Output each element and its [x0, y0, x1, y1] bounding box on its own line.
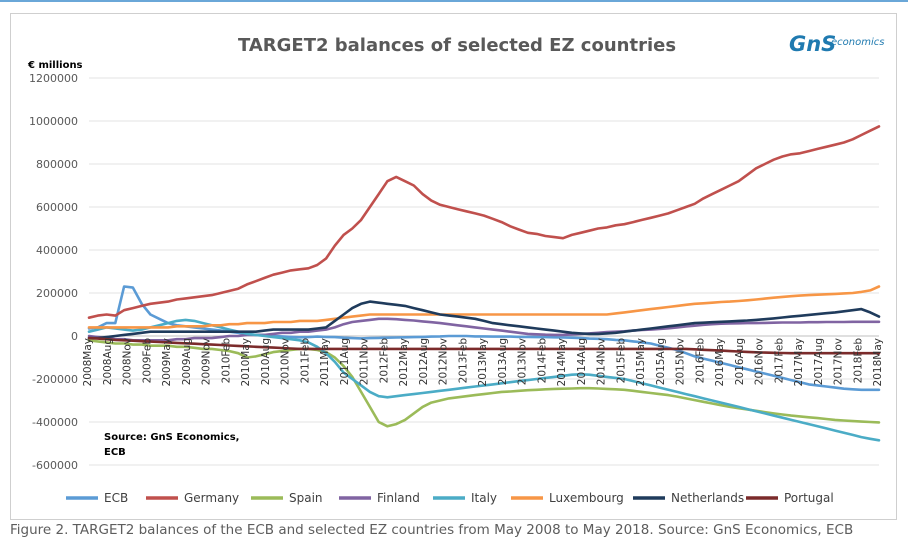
series-line-portugal [87, 336, 881, 355]
x-tick-label: 2016May [714, 338, 726, 386]
y-tick-label: -400000 [32, 416, 78, 429]
legend-label-finland: Finland [377, 491, 420, 505]
gns-logo: GnS economics [789, 32, 884, 56]
series-line-netherlands [87, 300, 881, 340]
x-tick-label: 2013May [477, 338, 489, 386]
x-tick-label: 2012Nov [438, 338, 450, 385]
source-note-line-1: Source: GnS Economics, [104, 432, 239, 443]
chart-frame: TARGET2 balances of selected EZ countrie… [10, 13, 897, 520]
y-tick-label: -600000 [32, 459, 78, 472]
x-tick-label: 2011Aug [339, 338, 351, 385]
x-tick-label: 2018May [872, 338, 884, 386]
source-note: Source: GnS Economics, ECB [104, 432, 243, 458]
x-tick-label: 2017Nov [833, 338, 845, 385]
x-tick-label: 2010Aug [260, 338, 272, 385]
legend-label-germany: Germany [184, 491, 239, 505]
series-line-germany [87, 125, 881, 320]
y-tick-label: 400000 [36, 244, 78, 257]
x-tick-label: 2008May [82, 338, 94, 386]
y-tick-label: 0 [71, 330, 78, 343]
series-line-italy [87, 318, 881, 442]
x-tick-label: 2016Feb [694, 338, 706, 384]
x-tick-label: 2009Aug [181, 338, 193, 385]
x-tick-label: 2009Feb [141, 338, 153, 384]
logo-word: economics [831, 37, 884, 48]
x-tick-label: 2011May [319, 338, 331, 386]
x-tick-label: 2013Nov [517, 338, 529, 385]
x-tick-label: 2012May [398, 338, 410, 386]
x-tick-label: 2015May [635, 338, 647, 386]
x-tick-label: 2016Aug [734, 338, 746, 385]
x-tick-label: 2009May [161, 338, 173, 386]
x-tick-label: 2011Feb [299, 338, 311, 384]
y-tick-label: 1000000 [29, 115, 78, 128]
legend-label-luxembourg: Luxembourg [549, 491, 624, 505]
y-tick-label: 1200000 [29, 72, 78, 85]
figure-caption: Figure 2. TARGET2 balances of the ECB an… [10, 522, 854, 538]
x-tick-label: 2014May [556, 338, 568, 386]
legend-label-spain: Spain [289, 491, 323, 505]
target2-line-chart: TARGET2 balances of selected EZ countrie… [27, 32, 884, 505]
x-tick-label: 2010May [240, 338, 252, 386]
legend: ECB Germany Spain Finland Italy Luxembourg Net… [66, 491, 834, 505]
y-tick-label: 800000 [36, 158, 78, 171]
x-tick-label: 2018Feb [852, 338, 864, 384]
y-tick-label: 200000 [36, 287, 78, 300]
x-tick-label: 2015Nov [675, 338, 687, 385]
x-tick-label: 2013Feb [457, 338, 469, 384]
x-tick-label: 2017Feb [773, 338, 785, 384]
x-tick-label: 2009Nov [201, 338, 213, 385]
legend-label-netherlands: Netherlands [671, 491, 744, 505]
legend-label-portugal: Portugal [784, 491, 834, 505]
top-accent-line [0, 0, 908, 2]
x-tick-label: 2011Nov [359, 338, 371, 385]
x-tick-label: 2008Nov [122, 338, 134, 385]
x-tick-label: 2008Aug [102, 338, 114, 385]
y-tick-label: -200000 [32, 373, 78, 386]
source-note-line-2: ECB [104, 447, 126, 458]
x-tick-label: 2014Feb [536, 338, 548, 384]
x-tick-label: 2014Aug [576, 338, 588, 385]
x-tick-label: 2017Aug [813, 338, 825, 385]
x-tick-label: 2010Feb [220, 338, 232, 384]
logo-mark: GnS [789, 32, 836, 56]
x-tick-label: 2012Feb [378, 338, 390, 384]
x-tick-label: 2014Nov [596, 338, 608, 385]
x-tick-label: 2015Feb [615, 338, 627, 384]
chart-title: TARGET2 balances of selected EZ countrie… [238, 35, 676, 56]
y-axis-unit-label: € millions [27, 60, 83, 71]
x-tick-label: 2017May [793, 338, 805, 386]
x-tick-label: 2010Nov [280, 338, 292, 385]
x-tick-label: 2013Aug [497, 338, 509, 385]
x-tick-label: 2012Aug [418, 338, 430, 385]
x-tick-label: 2016Nov [754, 338, 766, 385]
legend-label-ecb: ECB [104, 491, 128, 505]
legend-label-italy: Italy [471, 491, 497, 505]
series-line-finland [87, 317, 881, 342]
y-tick-label: 600000 [36, 201, 78, 214]
x-tick-label: 2015Aug [655, 338, 667, 385]
series-line-luxembourg [87, 285, 881, 329]
